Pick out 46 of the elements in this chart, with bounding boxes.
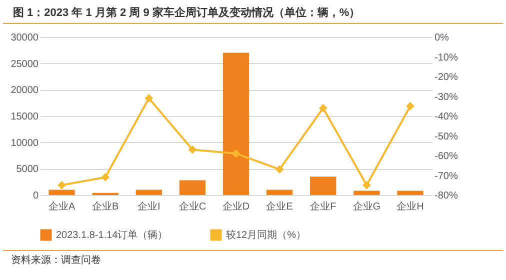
point [101, 173, 110, 182]
bar [397, 190, 424, 195]
point [275, 165, 284, 174]
y2-tick-label: -40% [434, 112, 458, 122]
bar [354, 190, 380, 195]
y-tick-label: 30000 [10, 32, 39, 44]
bar [310, 176, 336, 195]
point [144, 94, 154, 102]
bar [136, 190, 162, 195]
point [58, 180, 66, 190]
y-tick-label: 20000 [10, 85, 39, 96]
y2-tick-label: -20% [434, 72, 458, 83]
y-tick-label: 25000 [10, 58, 39, 70]
x-tick-label: 企业H [396, 200, 424, 212]
y2-tick-label: -80% [434, 190, 458, 202]
legend-label: 较12月同期（%） [226, 229, 306, 241]
x-tick-label: 企业B [92, 200, 119, 212]
x-tick-label: 企业G [352, 200, 381, 212]
bar [222, 52, 250, 195]
bar [179, 180, 206, 195]
y2-tick-label: -30% [434, 92, 458, 103]
y2-tick-label: -60% [434, 151, 458, 162]
y-tick-label: 15000 [10, 112, 39, 122]
point [188, 145, 197, 154]
y-tick-label: 10000 [10, 138, 39, 149]
x-tick-label: 企业D [222, 200, 250, 212]
text: 资料来源：调查问卷 [3, 250, 503, 269]
x-tick-label: 企业I [138, 200, 160, 212]
point [406, 102, 414, 110]
y2-tick-label: -10% [434, 52, 458, 64]
x-tick-label: 企业E [266, 200, 294, 212]
chart-title: 图 1：2023 年 1 月第 2 周 9 家车企周订单及变动情况（单位：辆，%） [3, 0, 503, 24]
x-tick-label: 企业A [48, 200, 76, 212]
y-tick-label: 0 [32, 190, 39, 202]
bar [266, 190, 293, 195]
y2-tick-label: 0% [434, 32, 450, 44]
legend-label: 2023.1.8-1.14订单（辆） [56, 229, 168, 241]
y2-tick-label: -70% [434, 170, 458, 182]
point [318, 104, 328, 112]
y-tick-label: 5000 [16, 164, 39, 176]
bar [48, 190, 75, 195]
point [362, 180, 371, 190]
x-tick-label: 企业F [310, 200, 336, 212]
x-tick-label: 企业C [178, 200, 206, 212]
y2-tick-label: -50% [434, 131, 458, 142]
point [232, 149, 240, 158]
